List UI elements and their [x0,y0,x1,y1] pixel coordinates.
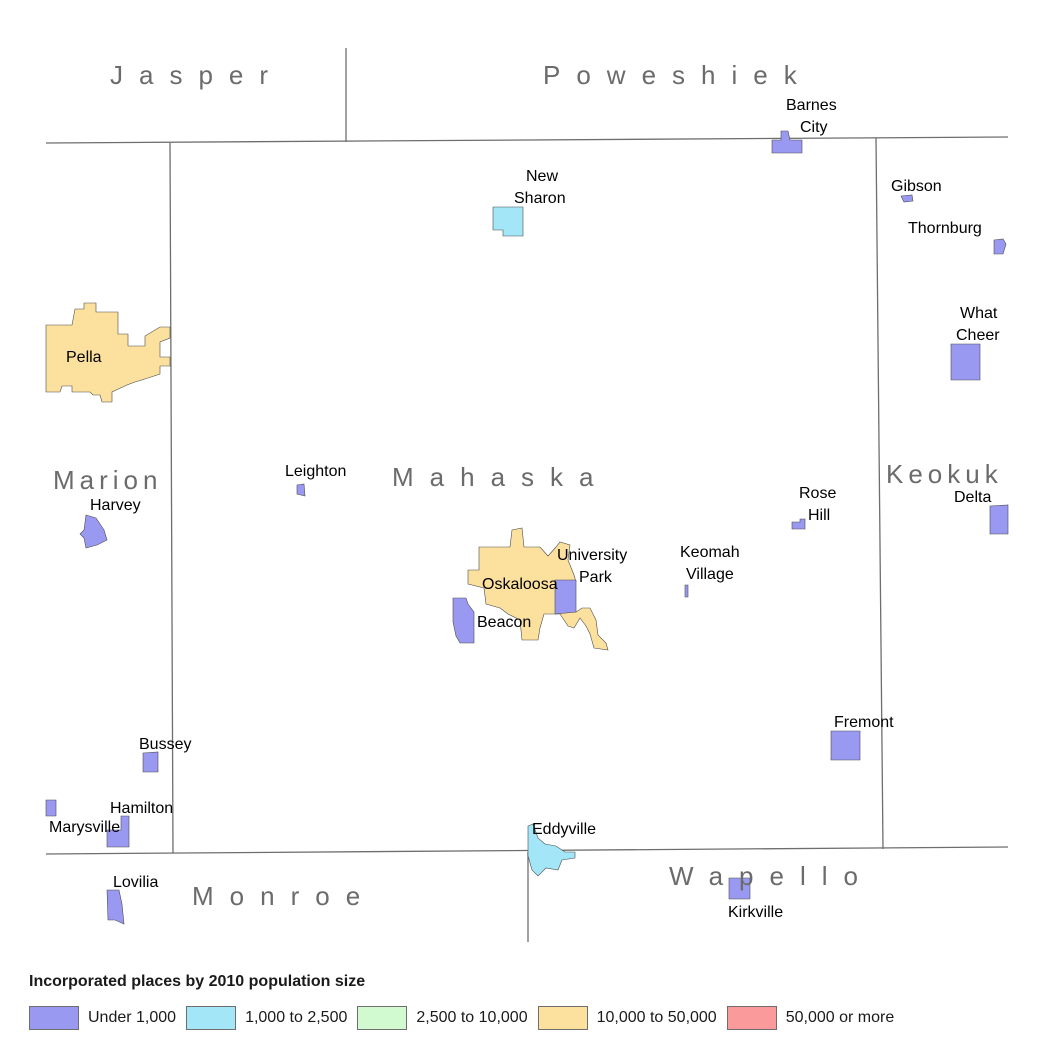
place-shape-bussey[interactable] [142,751,159,773]
boundary-west [169,142,174,854]
place-label-barnes-city-2: City [800,119,828,136]
county-label-monroe: Monroe [192,881,376,911]
place-label-what-cheer-2: Cheer [956,327,1000,344]
county-labels: Jasper Poweshiek Marion Mahaska Keokuk M… [53,60,1003,911]
place-shape-harvey[interactable] [79,514,108,549]
place-shape-marysville[interactable] [45,799,57,817]
boundary-east [875,137,884,850]
legend-label-2500-10000: 2,500 to 10,000 [416,1009,528,1026]
place-label-keomah-village-2: Village [686,566,734,583]
place-shape-leighton[interactable] [296,483,306,497]
legend-label-under-1000: Under 1,000 [88,1009,177,1026]
legend-items: Under 1,000 1,000 to 2,500 2,500 to 10,0… [29,1006,1029,1030]
place-shape-university-park[interactable] [554,579,577,615]
place-label-university-park-1: University [557,547,627,564]
legend-swatch-under-1000 [29,1006,79,1030]
place-label-what-cheer-1: What [960,305,998,322]
legend-label-50000-plus: 50,000 or more [785,1009,895,1026]
county-label-keokuk: Keokuk [886,459,1003,489]
place-shape-new-sharon[interactable] [492,206,524,237]
place-label-harvey: Harvey [90,497,141,514]
legend-item-2500-10000: 2,500 to 10,000 [357,1006,528,1030]
place-label-leighton: Leighton [285,463,346,480]
place-label-kirkville: Kirkville [728,904,783,921]
place-label-pella: Pella [66,349,102,366]
place-label-gibson: Gibson [891,178,942,195]
place-label-beacon: Beacon [477,614,531,631]
legend-label-10000-50000: 10,000 to 50,000 [596,1009,717,1026]
place-shape-delta[interactable] [989,504,1009,535]
place-label-oskaloosa: Oskaloosa [482,576,558,593]
legend-swatch-2500-10000 [357,1006,408,1030]
place-shape-beacon[interactable] [452,597,475,644]
county-label-poweshiek: Poweshiek [543,60,813,90]
legend-swatch-10000-50000 [537,1006,588,1030]
legend-swatch-1000-2500 [186,1006,237,1030]
place-label-lovilia: Lovilia [113,874,158,891]
place-label-rose-hill-1: Rose [799,485,836,502]
legend-item-50000-plus: 50,000 or more [726,1006,895,1030]
place-label-new-sharon-1: New [526,168,558,185]
place-label-keomah-village-1: Keomah [680,544,740,561]
legend-item-1000-2500: 1,000 to 2,500 [186,1006,347,1030]
boundary-south [45,846,1009,855]
place-shape-eddyville[interactable] [527,823,576,877]
place-label-new-sharon-2: Sharon [514,190,566,207]
boundary-north [45,136,1009,144]
legend-item-10000-50000: 10,000 to 50,000 [537,1006,717,1030]
legend-item-under-1000: Under 1,000 [29,1006,176,1030]
legend-title: Incorporated places by 2010 population s… [29,973,366,990]
place-shape-kirkville[interactable] [728,877,751,900]
place-label-bussey: Bussey [139,736,191,753]
county-boundaries [45,48,1009,942]
place-shape-hamilton[interactable] [106,815,130,848]
legend-swatch-50000-plus [726,1006,777,1030]
legend-label-1000-2500: 1,000 to 2,500 [245,1009,348,1026]
place-shape-keomah-village[interactable] [684,584,689,598]
place-label-marysville: Marysville [49,819,120,836]
county-label-wapello: Wapello [669,861,874,891]
place-shape-oskaloosa[interactable] [467,527,609,651]
place-label-rose-hill-2: Hill [808,507,830,524]
place-label-fremont: Fremont [834,714,894,731]
place-labels: Pella Oskaloosa New Sharon Eddyville Bar… [49,97,1000,921]
place-label-thornburg: Thornburg [908,220,982,237]
place-shape-gibson[interactable] [900,194,914,203]
county-label-mahaska: Mahaska [392,462,610,492]
county-label-jasper: Jasper [110,60,284,90]
legend: Incorporated places by 2010 population s… [29,972,1029,1030]
place-shape-thornburg[interactable] [993,238,1007,255]
county-label-marion: Marion [53,465,162,495]
place-shape-lovilia[interactable] [106,889,125,925]
place-label-eddyville: Eddyville [532,821,596,838]
place-label-university-park-2: Park [579,569,613,586]
place-label-barnes-city-1: Barnes [786,97,837,114]
place-shape-barnes-city[interactable] [771,130,803,154]
place-label-hamilton: Hamilton [110,800,173,817]
place-shape-fremont[interactable] [830,730,861,761]
place-shape-what-cheer[interactable] [950,343,981,381]
place-shape-rose-hill[interactable] [791,518,806,530]
place-shape-pella[interactable] [45,302,171,403]
place-label-delta: Delta [954,489,991,506]
places [45,130,1009,925]
